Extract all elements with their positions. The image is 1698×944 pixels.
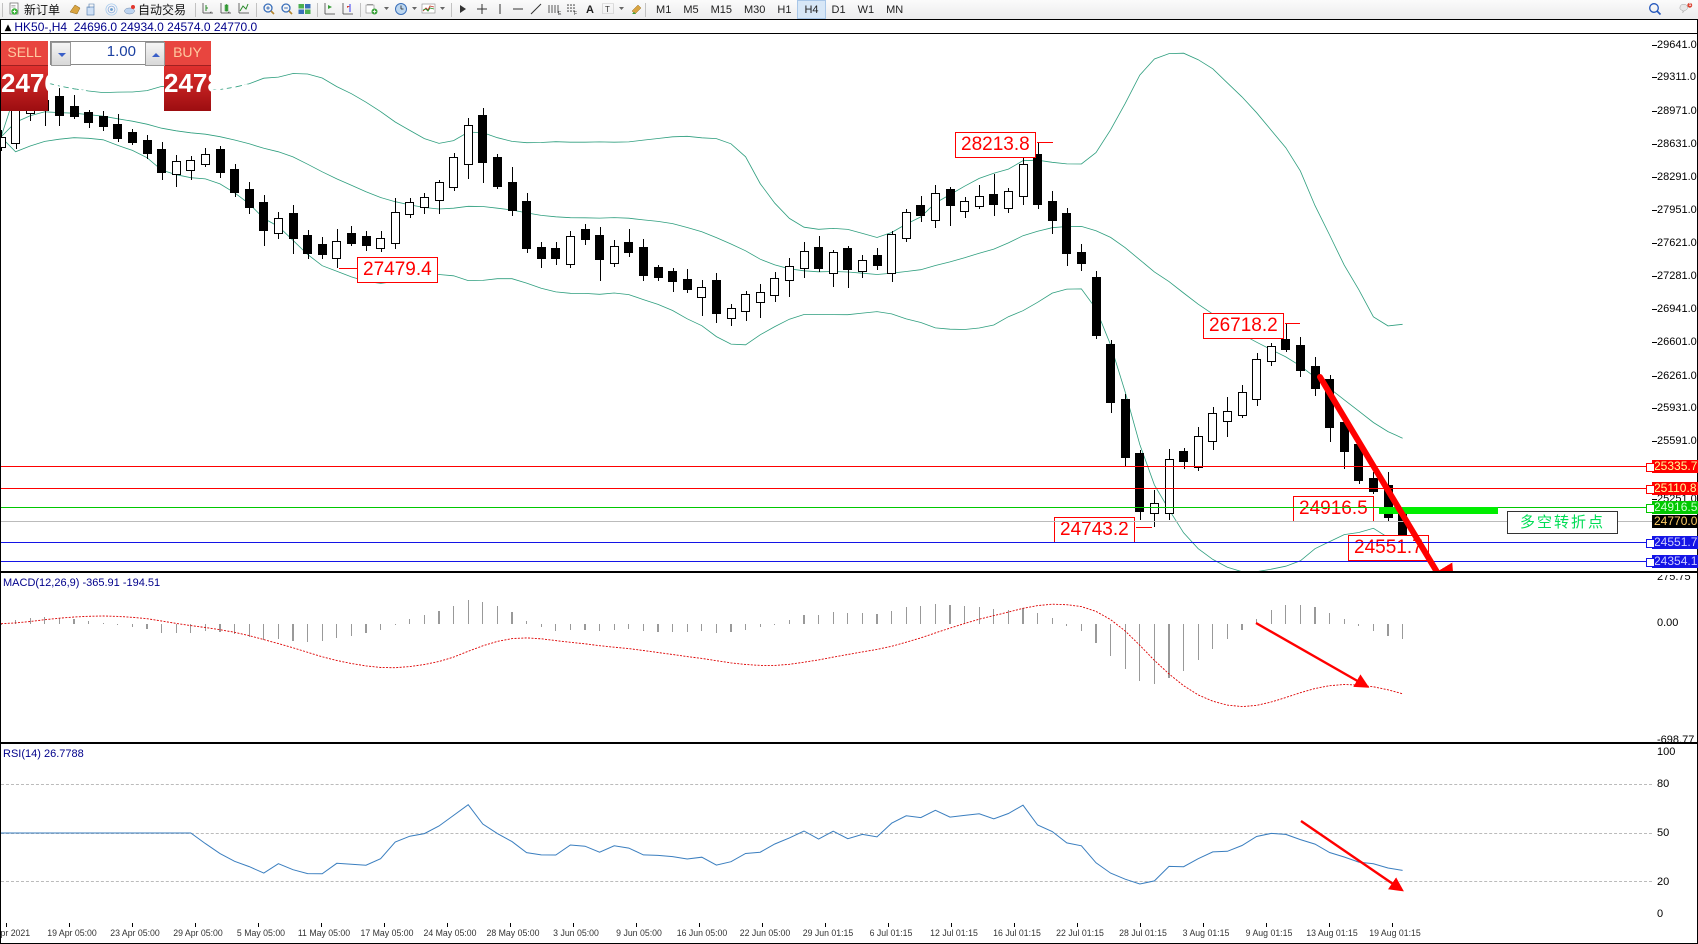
svg-text:E: E [558,11,562,17]
svg-text:T: T [605,5,610,14]
svg-text:1: 1 [1689,2,1692,8]
svg-text:F: F [574,11,577,17]
